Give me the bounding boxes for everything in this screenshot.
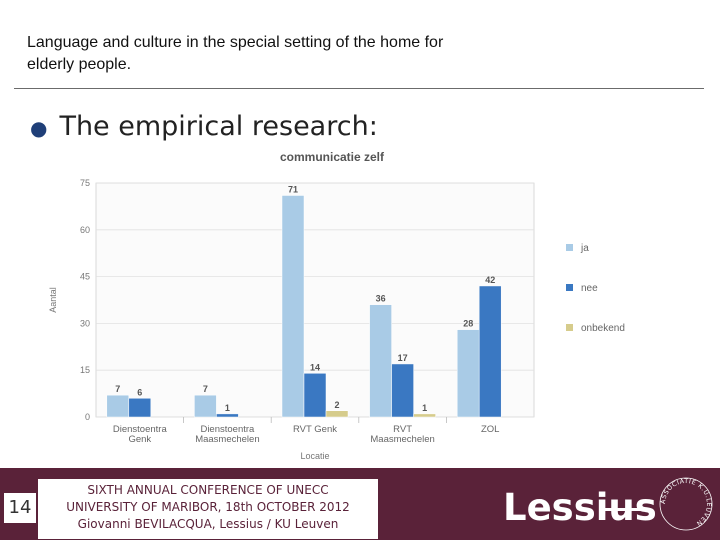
data-label-onbekend-2: 2 xyxy=(334,400,339,410)
data-label-onbekend-3: 1 xyxy=(422,403,427,413)
data-label-ja-2: 71 xyxy=(288,184,298,194)
bar-nee-4 xyxy=(478,285,502,418)
x-tick-label-0-0: Dienstoentra xyxy=(113,424,168,435)
slide-title-line-2: elderly people. xyxy=(27,56,132,73)
y-tick-label-5: 75 xyxy=(80,178,90,188)
bar-ja-2 xyxy=(281,195,305,418)
x-tick-label-4-0: ZOL xyxy=(481,424,499,435)
data-label-nee-1: 1 xyxy=(225,403,230,413)
bar-nee-0 xyxy=(128,398,152,418)
conference-line-3: Giovanni BEVILACQUA, Lessius / KU Leuven xyxy=(77,517,339,531)
data-label-ja-0: 7 xyxy=(115,384,120,394)
x-tick-label-3-0: RVT xyxy=(393,424,412,435)
bar-nee-1 xyxy=(216,413,239,418)
data-label-ja-4: 28 xyxy=(463,319,473,329)
y-tick-label-3: 45 xyxy=(80,272,90,282)
title-divider xyxy=(14,88,704,89)
x-tick-label-2-0: RVT Genk xyxy=(293,424,337,435)
x-tick-label-0-1: Genk xyxy=(128,434,151,445)
legend-swatch-ja xyxy=(566,244,573,251)
conference-line-2: UNIVERSITY OF MARIBOR, 18th OCTOBER 2012 xyxy=(66,500,350,514)
y-tick-label-0: 0 xyxy=(85,412,90,422)
page-number: 14 xyxy=(4,493,36,523)
bullet-dot-icon: ● xyxy=(30,115,48,140)
x-tick-label-1-1: Maasmechelen xyxy=(195,434,259,445)
data-label-nee-0: 6 xyxy=(137,387,142,397)
bullet-point: ● The empirical research: xyxy=(30,110,378,145)
bar-nee-3 xyxy=(391,363,414,418)
bar-onbekend-3 xyxy=(413,413,436,418)
data-label-ja-3: 36 xyxy=(376,294,386,304)
slide-title: Language and culture in the special sett… xyxy=(27,32,547,76)
bar-ja-0 xyxy=(106,394,130,418)
legend-label-ja: ja xyxy=(580,243,589,254)
bar-nee-2 xyxy=(303,373,327,418)
conference-info: SIXTH ANNUAL CONFERENCE OF UNECC UNIVERS… xyxy=(38,479,378,539)
data-label-ja-1: 7 xyxy=(203,384,208,394)
bar-ja-3 xyxy=(369,304,392,418)
x-tick-label-1-0: Dienstoentra xyxy=(200,424,255,435)
y-tick-label-4: 60 xyxy=(80,225,90,235)
lessius-logo: Lessius xyxy=(503,486,657,529)
x-tick-label-3-1: Maasmechelen xyxy=(370,434,434,445)
y-tick-label-1: 15 xyxy=(80,365,90,375)
data-label-nee-2: 14 xyxy=(310,362,320,372)
legend-label-onbekend: onbekend xyxy=(581,323,625,334)
x-axis-label: Locatie xyxy=(300,451,329,461)
chart-title: communicatie zelf xyxy=(280,150,385,164)
y-tick-label-2: 30 xyxy=(80,318,90,328)
slide-title-line-1: Language and culture in the special sett… xyxy=(27,34,444,51)
bullet-text: The empirical research: xyxy=(59,111,378,142)
legend-swatch-nee xyxy=(566,284,573,291)
data-label-nee-4: 42 xyxy=(485,275,495,285)
data-label-nee-3: 17 xyxy=(398,353,408,363)
footer-bar: 14 SIXTH ANNUAL CONFERENCE OF UNECC UNIV… xyxy=(0,468,720,540)
y-axis-label: Aantal xyxy=(48,287,58,313)
legend-label-nee: nee xyxy=(581,283,598,294)
bar-onbekend-2 xyxy=(325,410,349,418)
bar-chart: communicatie zelf 0 15 30 45 60 75 Aantal 7 7 71 36… xyxy=(48,150,625,461)
logo-underline xyxy=(600,508,644,511)
conference-line-1: SIXTH ANNUAL CONFERENCE OF UNECC xyxy=(87,483,329,497)
bar-ja-1 xyxy=(194,394,217,418)
bar-ja-4 xyxy=(456,329,480,418)
ku-leuven-seal-icon: ASSOCIATIE K.U.LEUVEN xyxy=(659,477,713,531)
legend-swatch-onbekend xyxy=(566,324,573,331)
